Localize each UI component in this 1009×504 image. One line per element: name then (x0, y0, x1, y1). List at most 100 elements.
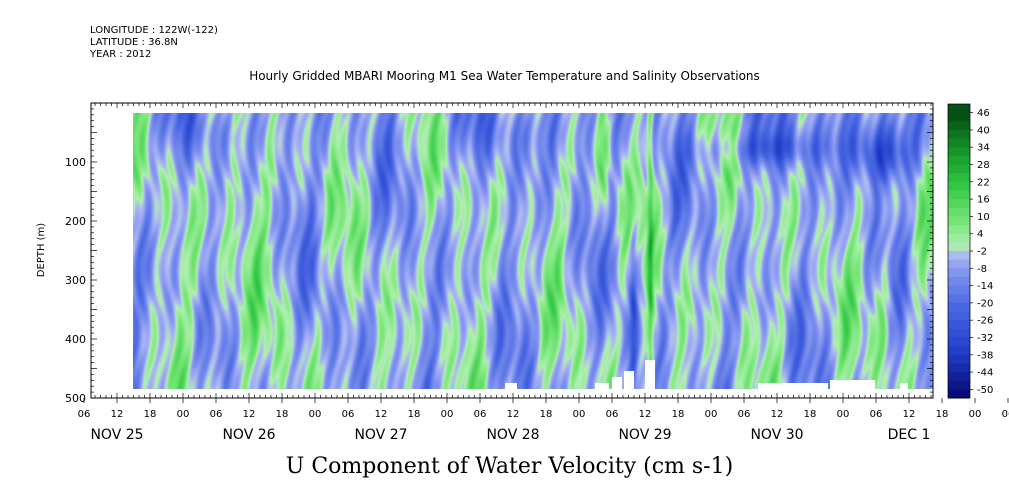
colorbar-swatch (948, 216, 970, 226)
colorbar-swatch (948, 147, 970, 157)
colorbar-label: 16 (977, 195, 990, 206)
y-tick-label: 200 (65, 215, 86, 228)
colorbar-swatch (948, 112, 970, 122)
x-hour-label: 06 (738, 409, 751, 420)
x-hour-label: 00 (837, 409, 850, 420)
colorbar-swatch (948, 380, 970, 390)
colorbar-swatch (948, 138, 970, 148)
x-hour-label: 18 (804, 409, 817, 420)
colorbar-label: 4 (977, 229, 983, 240)
x-hour-label: 06 (78, 409, 91, 420)
colorbar-label: 28 (977, 160, 990, 171)
chart-title: Hourly Gridded MBARI Mooring M1 Sea Wate… (0, 69, 1009, 83)
y-tick-label: 300 (65, 274, 86, 287)
x-hour-label: 06 (210, 409, 223, 420)
colorbar-label: -14 (977, 281, 993, 292)
missing-data-gap (645, 360, 655, 389)
missing-data-gap (595, 383, 609, 389)
x-hour-label: 00 (441, 409, 454, 420)
colorbar-swatch (948, 363, 970, 373)
colorbar-label: -8 (977, 264, 987, 275)
x-day-label: NOV 29 (618, 427, 671, 443)
x-hour-label: 00 (705, 409, 718, 420)
y-axis-title: DEPTH (m) (36, 223, 47, 277)
x-day-label: NOV 26 (222, 427, 275, 443)
colorbar-swatch (948, 121, 970, 131)
x-day-label: NOV 28 (486, 427, 539, 443)
colorbar-swatch (948, 372, 970, 382)
y-tick-label: 100 (65, 156, 86, 169)
y-tick-label: 500 (65, 392, 86, 405)
colorbar-swatch (948, 294, 970, 304)
colorbar-label: -2 (977, 247, 987, 258)
x-hour-label: 06 (870, 409, 883, 420)
chart-title-text: Hourly Gridded MBARI Mooring M1 Sea Wate… (249, 69, 760, 83)
x-hour-label: 06 (342, 409, 355, 420)
x-hour-label: 12 (375, 409, 388, 420)
colorbar-swatch (948, 311, 970, 321)
colorbar-swatch (948, 242, 970, 252)
colorbar-swatch (948, 225, 970, 235)
year-label: YEAR : 2012 (90, 49, 152, 60)
colorbar-swatch (948, 328, 970, 338)
colorbar-label: 40 (977, 125, 990, 136)
x-axis-title-text: U Component of Water Velocity (cm s-1) (285, 454, 734, 479)
colorbar-label: -38 (977, 350, 993, 361)
colorbar-label: 34 (977, 143, 990, 154)
colorbar-label: -44 (977, 368, 993, 379)
missing-data-gap (900, 383, 908, 389)
colorbar-swatch (948, 190, 970, 200)
colorbar-swatch (948, 354, 970, 364)
x-hour-label: 06 (474, 409, 487, 420)
longitude-label: LONGITUDE : 122W(-122) (90, 25, 218, 36)
y-tick-label: 400 (65, 333, 86, 346)
x-hour-label: 12 (111, 409, 124, 420)
colorbar-label: 10 (977, 212, 990, 223)
x-hour-label: 00 (177, 409, 190, 420)
colorbar-swatch (948, 259, 970, 269)
x-hour-label: 12 (507, 409, 520, 420)
missing-data-gap (624, 371, 634, 389)
missing-data-gap (758, 383, 828, 389)
latitude-label: LATITUDE : 36.8N (90, 37, 178, 48)
x-hour-label: 00 (969, 409, 982, 420)
colorbar-swatch (948, 346, 970, 356)
colorbar-swatch (948, 285, 970, 295)
x-day-label: DEC 1 (888, 427, 931, 443)
colorbar-swatch (948, 268, 970, 278)
colorbar-label: 46 (977, 108, 990, 119)
x-hour-label: 12 (903, 409, 916, 420)
missing-data-gap (830, 380, 875, 389)
heatmap-field (133, 113, 933, 389)
colorbar-swatch (948, 104, 970, 114)
x-hour-label: 18 (672, 409, 685, 420)
colorbar-swatch (948, 389, 970, 399)
colorbar-swatch (948, 276, 970, 287)
colorbar-swatch (948, 337, 970, 347)
x-hour-label: 18 (936, 409, 949, 420)
missing-data-gap (505, 383, 517, 389)
x-day-label: NOV 27 (354, 427, 407, 443)
x-hour-label: 06 (606, 409, 619, 420)
colorbar-label: -32 (977, 333, 993, 344)
x-hour-label: 12 (243, 409, 256, 420)
x-hour-label: 00 (309, 409, 322, 420)
colorbar-swatch (948, 199, 970, 209)
x-hour-label: 06 (1002, 409, 1009, 420)
x-day-label: NOV 25 (90, 427, 143, 443)
colorbar-swatch (948, 181, 970, 191)
x-axis-title: U Component of Water Velocity (cm s-1) (0, 454, 1009, 479)
x-hour-label: 12 (771, 409, 784, 420)
x-hour-label: 18 (276, 409, 289, 420)
colorbar-swatch (948, 155, 970, 166)
colorbar-swatch (948, 207, 970, 217)
x-hour-label: 00 (573, 409, 586, 420)
colorbar-swatch (948, 164, 970, 174)
x-hour-label: 18 (540, 409, 553, 420)
x-day-label: NOV 30 (750, 427, 803, 443)
colorbar-label: -20 (977, 298, 993, 309)
colorbar-label: -26 (977, 316, 993, 327)
colorbar-swatch (948, 251, 970, 261)
colorbar-swatch (948, 320, 970, 330)
